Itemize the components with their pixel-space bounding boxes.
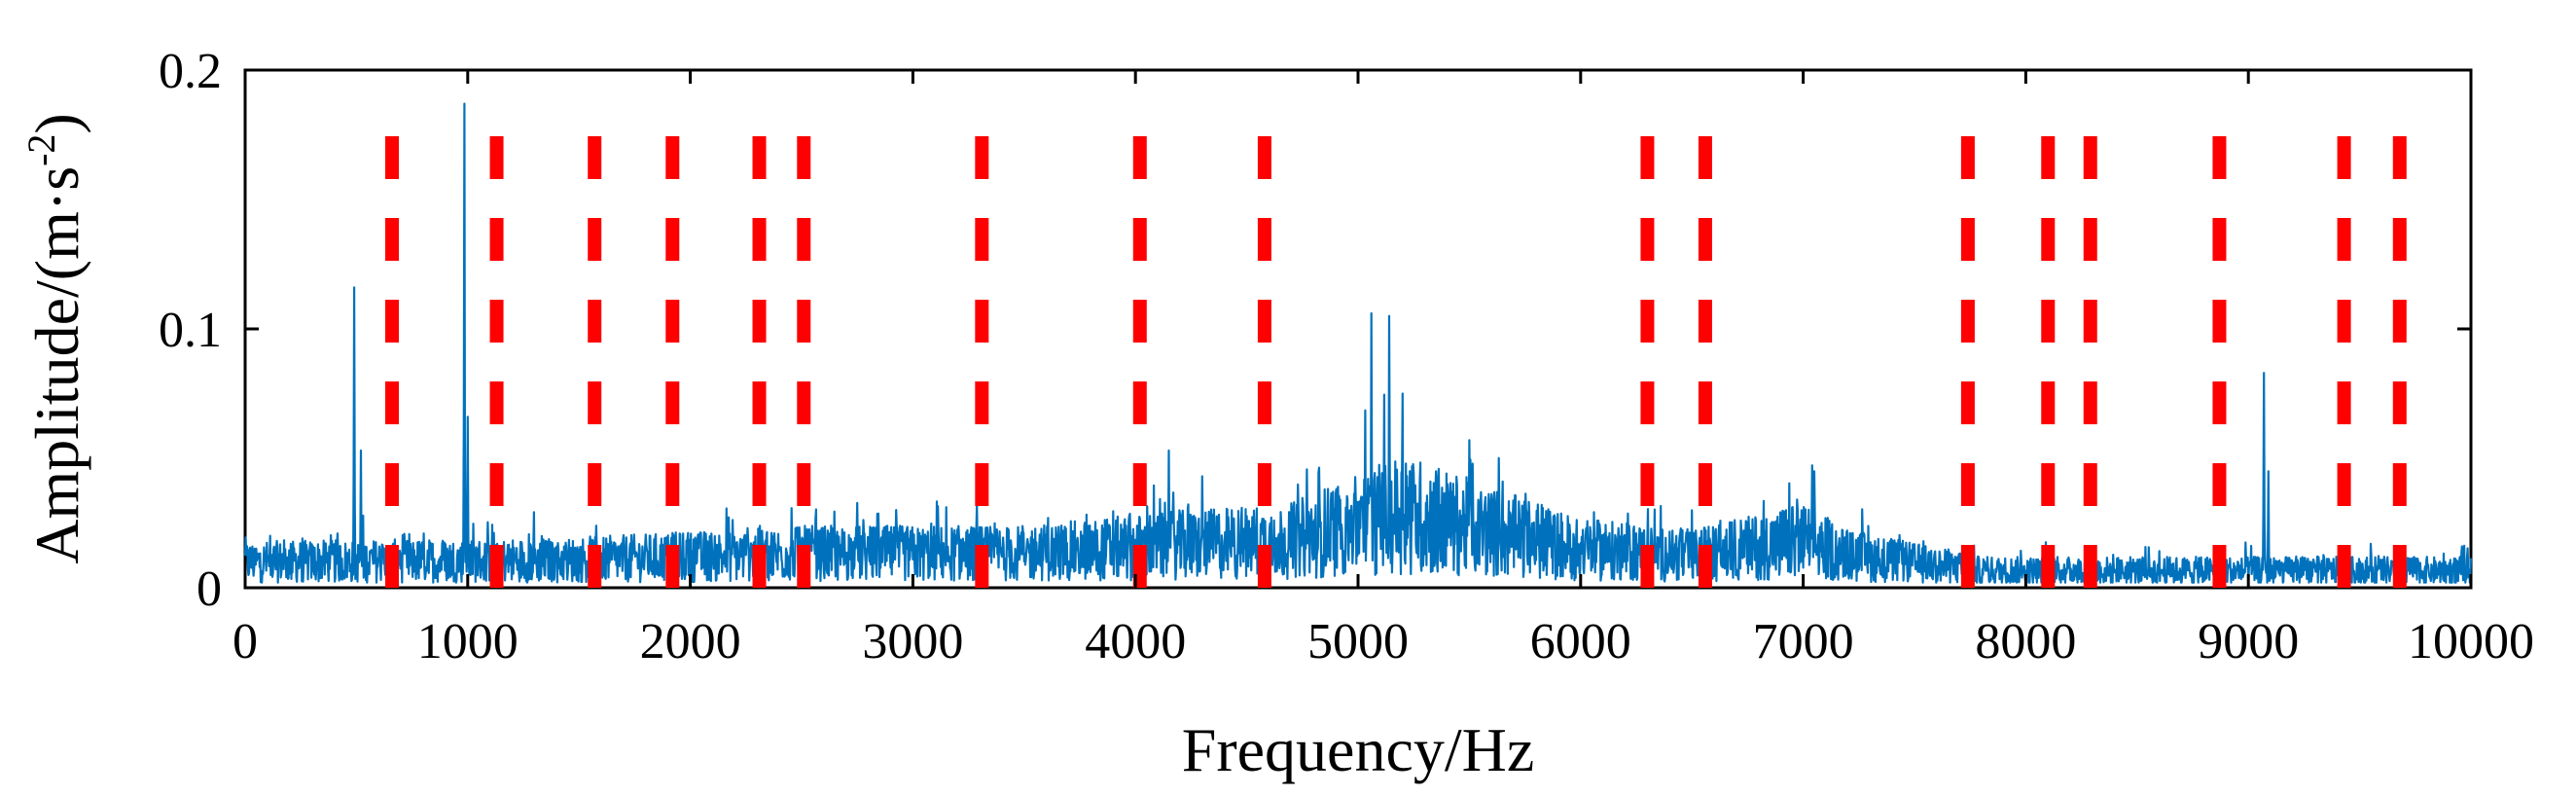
x-tick-label-6: 6000 <box>1530 614 1631 669</box>
x-tick-label-1: 1000 <box>417 614 519 669</box>
y-axis-title-superscript: -2 <box>19 134 63 166</box>
x-tick-label-8: 8000 <box>1975 614 2076 669</box>
x-tick-label-3: 3000 <box>862 614 963 669</box>
x-tick-label-7: 7000 <box>1753 614 1854 669</box>
x-tick-label-9: 9000 <box>2198 614 2299 669</box>
x-axis-title: Frequency/Hz <box>1182 715 1535 784</box>
y-axis-title: Amplitude/(m·s-2) <box>19 113 91 563</box>
x-tick-label-5: 5000 <box>1307 614 1409 669</box>
y-tick-labels: 0 0.1 0.2 <box>159 44 222 617</box>
x-tick-label-0: 0 <box>233 614 258 669</box>
y-tick-label-2: 0.2 <box>159 44 222 99</box>
series-layer <box>243 102 2473 584</box>
x-tick-labels: 0 1000 2000 3000 4000 5000 6000 7000 8000 9000 100… <box>233 614 2534 669</box>
y-tick-label-0: 0 <box>197 561 222 617</box>
y-tick-label-1: 0.1 <box>159 303 222 358</box>
axis-ticks <box>243 68 2473 590</box>
x-tick-label-2: 2000 <box>640 614 741 669</box>
plot-area <box>243 68 2473 590</box>
x-tick-label-4: 4000 <box>1085 614 1186 669</box>
x-tick-label-10: 10000 <box>2408 614 2534 669</box>
spectrum-line <box>243 102 2473 584</box>
y-axis-title-main: Amplitude/(m·s <box>22 166 91 564</box>
y-axis-title-close: ) <box>22 113 91 133</box>
